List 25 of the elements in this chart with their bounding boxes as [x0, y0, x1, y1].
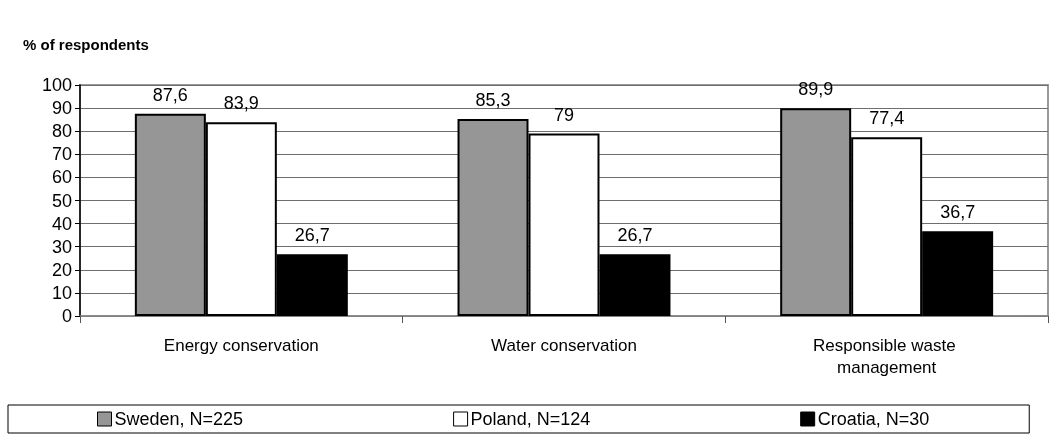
y-tick-label: 50: [51, 190, 72, 211]
y-tick-label: 10: [51, 282, 72, 303]
legend-label: Sweden, N=225: [114, 409, 244, 429]
y-tick-label: 60: [51, 167, 72, 188]
y-tick-label: 80: [51, 121, 72, 142]
data-label: 87,6: [152, 84, 188, 105]
legend-label: Poland, N=124: [470, 409, 591, 429]
data-label: 26,7: [617, 225, 653, 246]
data-label: 36,7: [940, 202, 976, 223]
data-label: 85,3: [475, 89, 511, 110]
x-tick-label: Energy conservation: [163, 335, 319, 355]
y-tick-label: 0: [61, 306, 72, 326]
y-tick-label: 100: [41, 75, 72, 95]
legend-label: Croatia, N=30: [817, 409, 930, 429]
data-label: 26,7: [294, 225, 330, 246]
chart-title: % of respondents: [23, 36, 149, 53]
y-tick-label: 90: [51, 98, 72, 119]
x-tick-label: Water conservation: [491, 335, 637, 355]
data-label: 79: [553, 104, 575, 125]
y-tick-label: 40: [51, 213, 72, 234]
y-tick-label: 70: [51, 144, 72, 165]
x-tick-label: Responsible waste management: [812, 335, 961, 377]
y-tick-label: 20: [51, 259, 72, 280]
y-tick-label: 30: [51, 236, 72, 257]
data-label: 77,4: [869, 108, 905, 129]
